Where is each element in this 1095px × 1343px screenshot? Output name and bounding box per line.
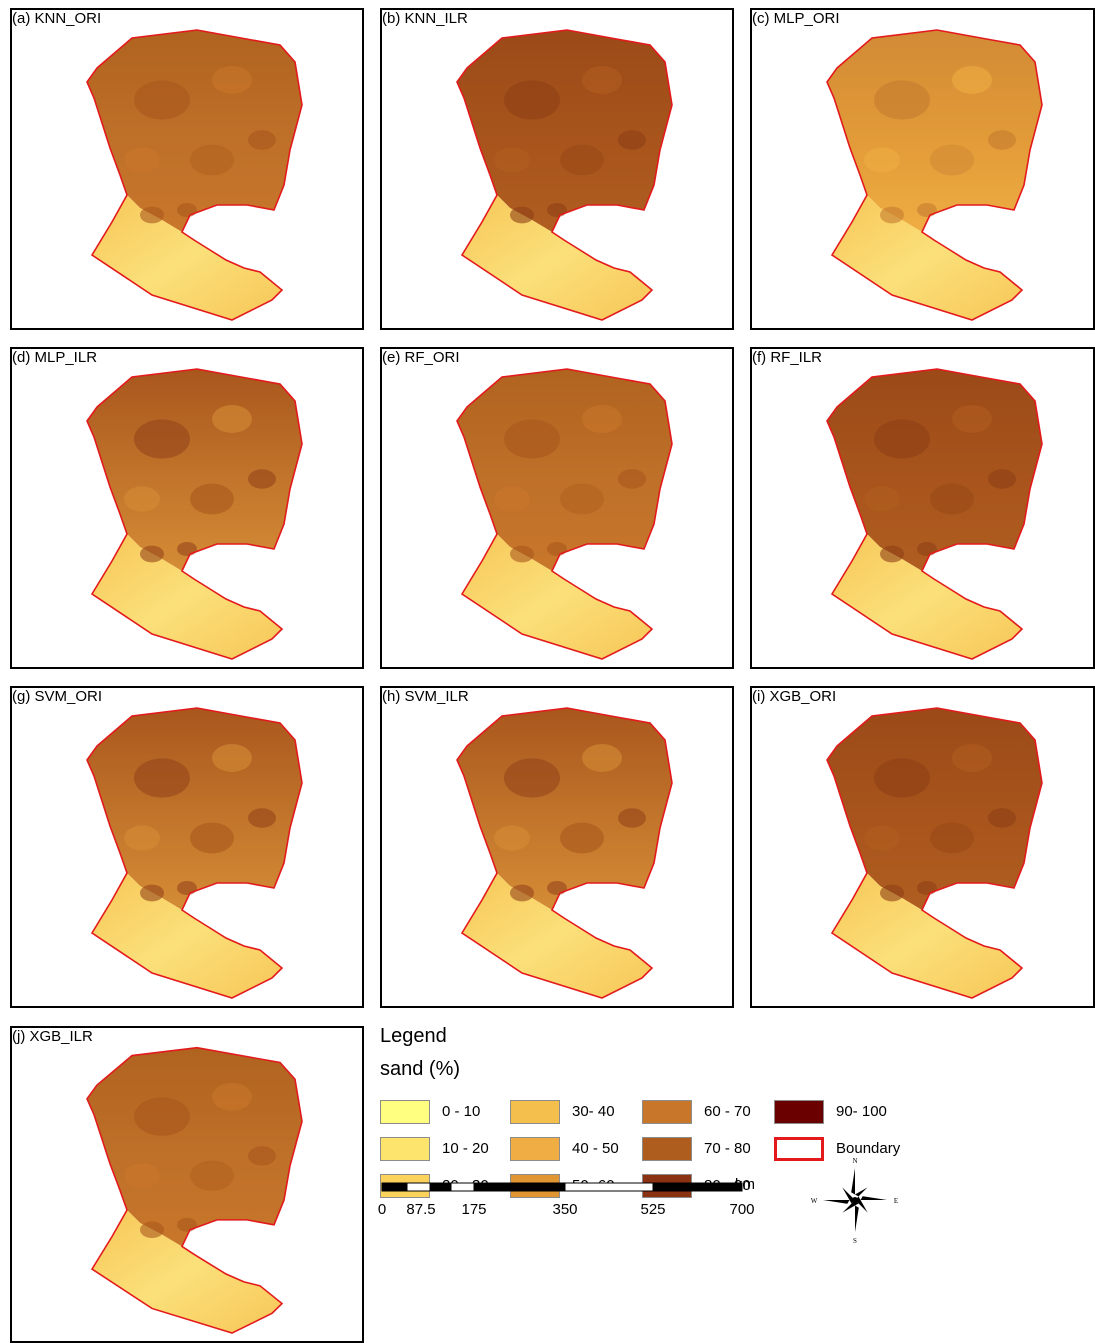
map-panel: (b) KNN_ILR bbox=[380, 8, 734, 330]
map-panel-label: (c) MLP_ORI bbox=[752, 10, 842, 28]
map-panel: (e) RF_ORI bbox=[380, 347, 734, 669]
compass-rose-icon: N S E W bbox=[811, 1157, 898, 1245]
scale-bar-segment bbox=[450, 1182, 475, 1192]
legend-swatch bbox=[774, 1100, 824, 1124]
scale-bar-segment bbox=[473, 1182, 566, 1192]
legend-subtitle: sand (%) bbox=[380, 1058, 461, 1080]
svg-text:W: W bbox=[811, 1197, 818, 1205]
sand-map bbox=[826, 368, 1043, 660]
map-panel: (h) SVM_ILR bbox=[380, 686, 734, 1008]
scale-bar-tick-label: 525 bbox=[640, 1201, 666, 1218]
map-panel-label: (e) RF_ORI bbox=[382, 349, 462, 367]
sand-map bbox=[456, 29, 673, 321]
svg-text:N: N bbox=[852, 1157, 857, 1165]
map-panel-label: (i) XGB_ORI bbox=[752, 688, 839, 706]
scale-bar-segment bbox=[429, 1182, 452, 1192]
legend-class-label: 10 - 20 bbox=[442, 1140, 489, 1157]
map-panel-label: (a) KNN_ORI bbox=[12, 10, 104, 28]
scale-bar bbox=[381, 1182, 743, 1192]
scale-bar-segment bbox=[381, 1182, 408, 1192]
svg-text:S: S bbox=[853, 1237, 857, 1245]
legend-boundary-swatch bbox=[774, 1137, 824, 1161]
legend-swatch bbox=[642, 1137, 692, 1161]
scale-bar-tick-label: 700 bbox=[729, 1201, 755, 1218]
map-panel-label: (j) XGB_ILR bbox=[12, 1028, 95, 1046]
scale-bar-tick-label: 175 bbox=[461, 1201, 487, 1218]
map-panel-label: (g) SVM_ORI bbox=[12, 688, 105, 706]
sand-map bbox=[86, 368, 303, 660]
legend-class-label: 0 - 10 bbox=[442, 1103, 481, 1120]
scale-bar-unit: km bbox=[735, 1176, 755, 1193]
map-panel-label: (h) SVM_ILR bbox=[382, 688, 471, 706]
map-panel-label: (b) KNN_ILR bbox=[382, 10, 470, 28]
legend-swatch bbox=[510, 1137, 560, 1161]
sand-map bbox=[86, 707, 303, 999]
legend-boundary-label: Boundary bbox=[836, 1140, 901, 1157]
scale-bar-tick-label: 87.5 bbox=[406, 1201, 436, 1218]
sand-map bbox=[456, 368, 673, 660]
legend-swatch bbox=[380, 1100, 430, 1124]
map-panel: (f) RF_ILR bbox=[750, 347, 1095, 669]
legend-swatch bbox=[510, 1100, 560, 1124]
svg-text:E: E bbox=[894, 1197, 898, 1205]
map-panel: (i) XGB_ORI bbox=[750, 686, 1095, 1008]
map-panel: (d) MLP_ILR bbox=[10, 347, 364, 669]
scale-bar-segment bbox=[406, 1182, 431, 1192]
scale-bar-tick-label: 350 bbox=[552, 1201, 578, 1218]
legend-class-label: 70 - 80 bbox=[704, 1140, 751, 1157]
legend-class-label: 30- 40 bbox=[572, 1103, 615, 1120]
map-panel-label: (f) RF_ILR bbox=[752, 349, 825, 367]
map-panel: (c) MLP_ORI bbox=[750, 8, 1095, 330]
sand-map bbox=[86, 29, 303, 321]
map-panel: (j) XGB_ILR bbox=[10, 1026, 364, 1343]
legend-swatch bbox=[380, 1137, 430, 1161]
legend-title: Legend bbox=[380, 1025, 447, 1047]
sand-map bbox=[456, 707, 673, 999]
map-panel: (g) SVM_ORI bbox=[10, 686, 364, 1008]
legend-swatch bbox=[642, 1100, 692, 1124]
sand-map bbox=[826, 29, 1043, 321]
map-panel: (a) KNN_ORI bbox=[10, 8, 364, 330]
legend-class-label: 60 - 70 bbox=[704, 1103, 751, 1120]
scale-bar-segment bbox=[652, 1182, 743, 1192]
map-panel-label: (d) MLP_ILR bbox=[12, 349, 100, 367]
scale-bar-segment bbox=[564, 1182, 654, 1192]
sand-map bbox=[86, 1046, 303, 1334]
legend-class-label: 90- 100 bbox=[836, 1103, 887, 1120]
scale-bar-tick-label: 0 bbox=[377, 1201, 387, 1218]
legend-class-label: 40 - 50 bbox=[572, 1140, 619, 1157]
sand-map bbox=[826, 707, 1043, 999]
